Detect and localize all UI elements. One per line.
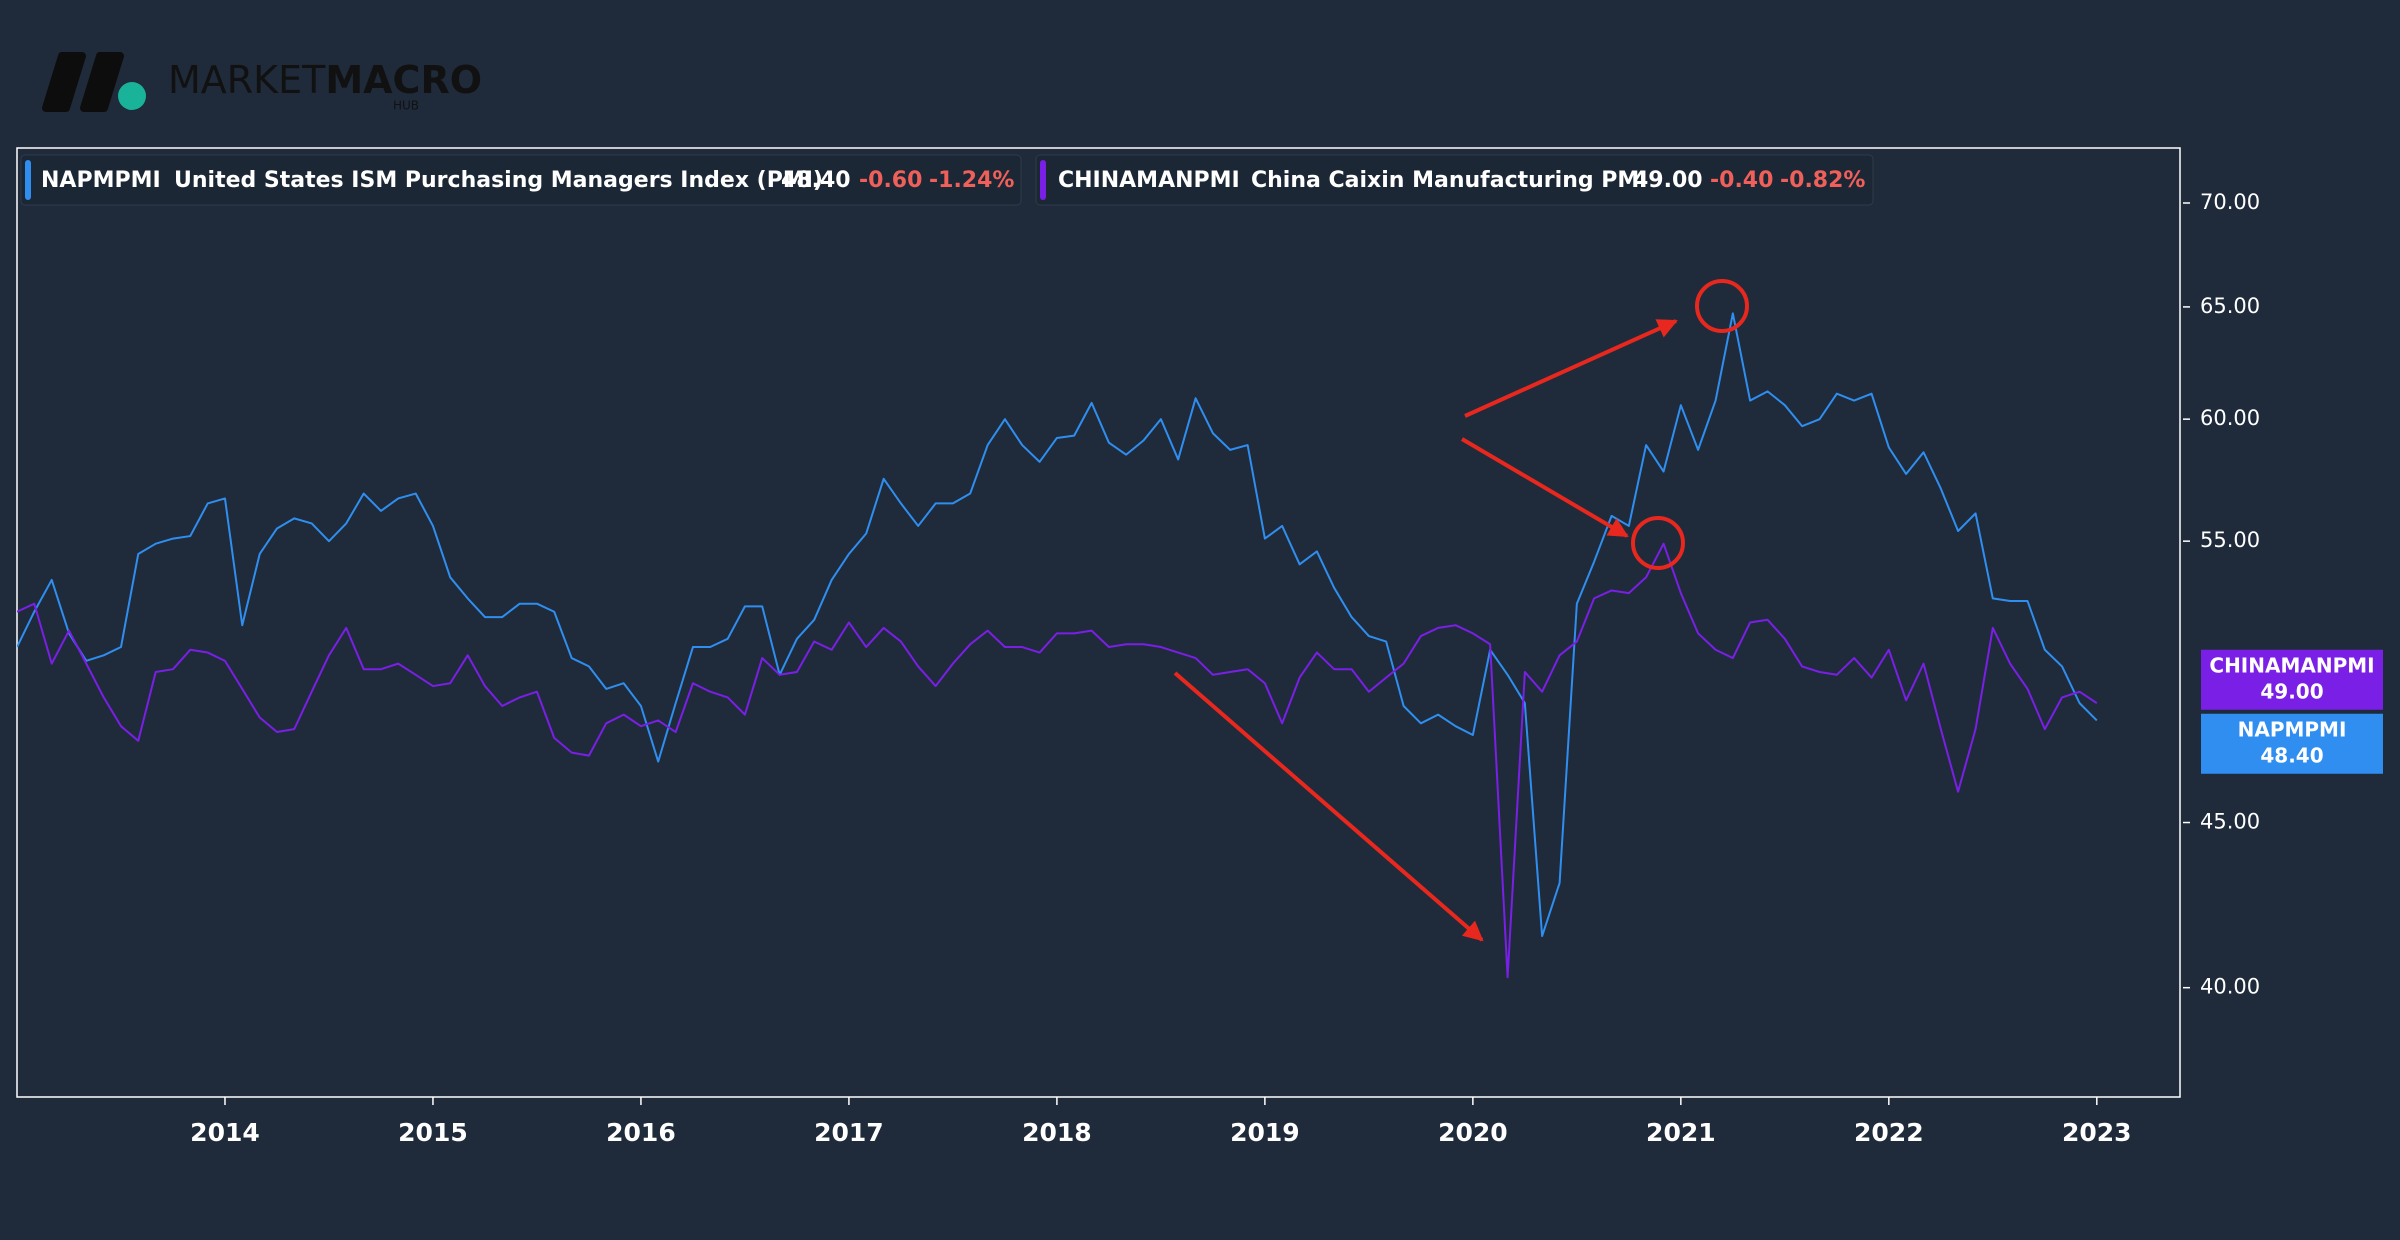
last-value-tag-value: 48.40 <box>2260 743 2323 767</box>
series-line <box>17 312 2098 938</box>
y-tick-label: 45.00 <box>2200 810 2260 834</box>
logo-text: MARKETMACRO <box>168 58 482 102</box>
last-value-tag <box>2201 713 2383 774</box>
plot-frame <box>16 147 2181 1098</box>
legend-swatch <box>25 160 31 200</box>
logo-sub: HUB <box>393 99 419 113</box>
series-line <box>17 542 2098 979</box>
logo-dot <box>118 82 146 110</box>
legend-change-pct: -1.24% <box>929 168 1014 193</box>
x-tick-label: 2014 <box>190 1118 260 1147</box>
last-value-tag <box>2201 649 2383 710</box>
x-tick-label: 2018 <box>1022 1118 1092 1147</box>
annotation-circle <box>1631 516 1685 570</box>
annotation-circle <box>1695 279 1749 333</box>
annotation-arrow <box>1173 671 1484 942</box>
logo-bold: MACRO <box>325 58 482 102</box>
legend-last: 48.40 <box>781 168 851 193</box>
annotation-arrow <box>1460 437 1629 538</box>
x-tick-label: 2023 <box>2062 1118 2132 1147</box>
y-tick-label: 70.00 <box>2200 190 2260 214</box>
last-value-tag-name: NAPMPMI <box>2238 717 2347 741</box>
last-value-tag-name: CHINAMANPMI <box>2209 653 2374 677</box>
legend-description: United States ISM Purchasing Managers In… <box>174 168 823 193</box>
legend-box <box>1035 154 1874 206</box>
plot-area <box>17 312 2098 979</box>
legend-change: -0.40 <box>1710 168 1773 193</box>
annotations <box>1173 279 1749 942</box>
x-tick-label: 2022 <box>1854 1118 1924 1147</box>
legend: NAPMPMI United States ISM Purchasing Man… <box>20 154 1874 206</box>
logo: MARKETMACRO HUB <box>42 52 482 113</box>
legend-name: NAPMPMI <box>41 168 161 193</box>
legend-box <box>20 154 1022 206</box>
x-tick-label: 2019 <box>1230 1118 1300 1147</box>
legend-change-pct: -0.82% <box>1780 168 1865 193</box>
logo-mark <box>42 52 86 112</box>
x-tick-label: 2017 <box>814 1118 884 1147</box>
logo-mark <box>80 52 124 112</box>
x-tick-label: 2020 <box>1438 1118 1508 1147</box>
x-tick-label: 2015 <box>398 1118 468 1147</box>
legend-swatch <box>1040 160 1046 200</box>
legend-last: 49.00 <box>1633 168 1703 193</box>
annotation-arrow <box>1464 319 1678 418</box>
y-tick-label: 60.00 <box>2200 406 2260 430</box>
y-tick-label: 40.00 <box>2200 975 2260 999</box>
legend-description: China Caixin Manufacturing PMI <box>1251 168 1647 193</box>
logo-light: MARKET <box>168 58 326 102</box>
y-tick-label: 65.00 <box>2200 294 2260 318</box>
last-value-tag-value: 49.00 <box>2260 679 2323 703</box>
legend-name: CHINAMANPMI <box>1058 168 1240 193</box>
legend-change: -0.60 <box>859 168 922 193</box>
x-tick-label: 2021 <box>1646 1118 1716 1147</box>
x-tick-label: 2016 <box>606 1118 676 1147</box>
y-tick-label: 55.00 <box>2200 528 2260 552</box>
